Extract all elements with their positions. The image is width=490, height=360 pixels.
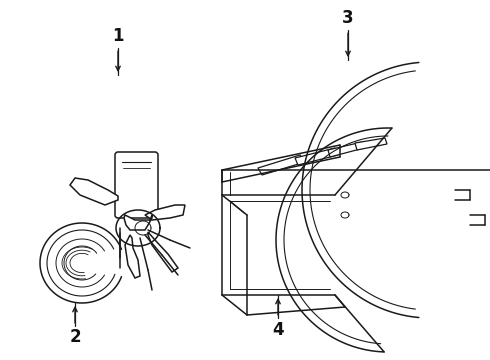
Polygon shape [258,155,305,175]
Polygon shape [70,178,118,205]
Text: 2: 2 [69,328,81,346]
Polygon shape [145,205,185,220]
Polygon shape [148,232,178,272]
Text: 1: 1 [112,27,124,45]
Polygon shape [125,235,140,278]
Polygon shape [124,215,152,230]
Text: 3: 3 [342,9,354,27]
FancyBboxPatch shape [115,152,158,218]
Polygon shape [328,142,364,157]
Polygon shape [355,138,387,150]
Text: 4: 4 [272,321,284,339]
Polygon shape [295,148,338,165]
